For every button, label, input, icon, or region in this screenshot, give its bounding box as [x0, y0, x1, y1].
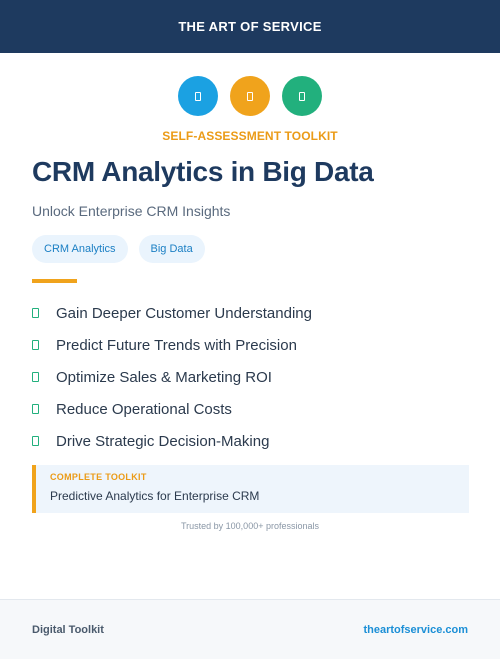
tag-crm-analytics: CRM Analytics [32, 235, 128, 263]
benefit-text: Reduce Operational Costs [56, 400, 232, 418]
trust-note: Trusted by 100,000+ professionals [180, 521, 319, 531]
document-icon-orange [230, 76, 270, 116]
list-item: Reduce Operational Costs [32, 393, 472, 425]
tag-list: CRM Analytics Big Data [32, 235, 205, 263]
icon-row [0, 76, 500, 116]
page-subtitle: Unlock Enterprise CRM Insights [32, 203, 231, 219]
page-title: CRM Analytics in Big Data [32, 156, 374, 187]
list-item: Drive Strategic Decision-Making [32, 425, 472, 457]
list-item: Predict Future Trends with Precision [32, 329, 472, 361]
document-icon-blue [178, 76, 218, 116]
footer-bar: Digital Toolkit theartofservice.com [0, 599, 500, 659]
benefit-text: Gain Deeper Customer Understanding [56, 304, 312, 322]
list-item: Gain Deeper Customer Understanding [32, 297, 472, 329]
tag-big-data: Big Data [138, 235, 205, 263]
callout-label: COMPLETE TOOLKIT [50, 472, 147, 482]
checkbox-icon [32, 404, 39, 414]
document-icon [247, 91, 253, 101]
kicker-label: SELF-ASSESSMENT TOOLKIT [162, 129, 338, 143]
document-icon [299, 91, 305, 101]
callout-text: Predictive Analytics for Enterprise CRM [50, 489, 260, 503]
footer-label: Digital Toolkit [32, 623, 104, 636]
brand-name: THE ART OF SERVICE [178, 19, 322, 34]
checkbox-icon [32, 340, 39, 350]
benefit-list: Gain Deeper Customer Understanding Predi… [32, 297, 472, 457]
accent-divider [32, 279, 77, 283]
document-icon-green [282, 76, 322, 116]
toolkit-callout: COMPLETE TOOLKIT Predictive Analytics fo… [32, 465, 469, 513]
benefit-text: Optimize Sales & Marketing ROI [56, 368, 272, 386]
list-item: Optimize Sales & Marketing ROI [32, 361, 472, 393]
checkbox-icon [32, 372, 39, 382]
benefit-text: Predict Future Trends with Precision [56, 336, 297, 354]
benefit-text: Drive Strategic Decision-Making [56, 432, 270, 450]
checkbox-icon [32, 308, 39, 318]
document-icon [195, 91, 201, 101]
checkbox-icon [32, 436, 39, 446]
website-link[interactable]: theartofservice.com [363, 623, 468, 636]
header-bar: THE ART OF SERVICE [0, 0, 500, 53]
